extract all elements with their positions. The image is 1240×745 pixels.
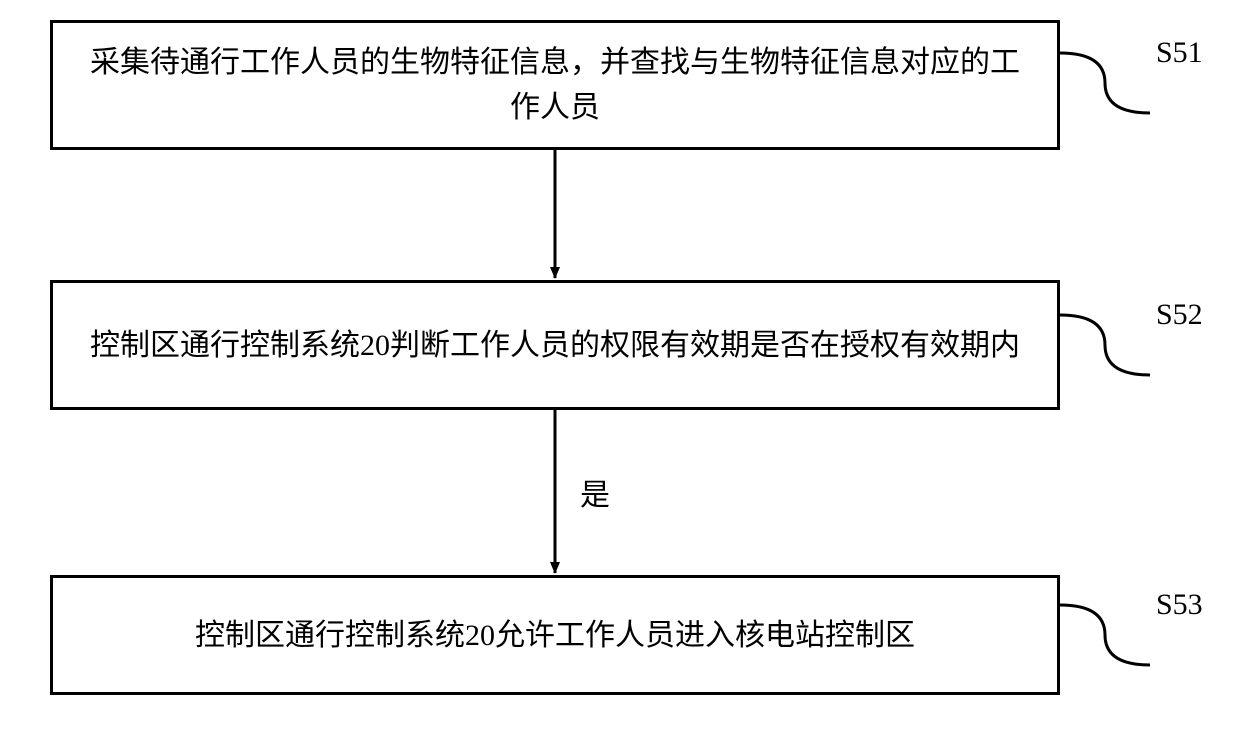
label-bracket-s51 [1060,53,1150,113]
flowchart-canvas: 采集待通行工作人员的生物特征信息，并查找与生物特征信息对应的工作人员 S51 控… [0,0,1240,745]
edge-n2-n3-label: 是 [580,470,610,514]
flow-step-3-text: 控制区通行控制系统20允许工作人员进入核电站控制区 [195,613,915,658]
flow-step-1-label: S51 [1156,36,1203,70]
flow-step-3-label: S53 [1156,588,1203,622]
label-bracket-s52 [1060,315,1150,375]
flow-step-1: 采集待通行工作人员的生物特征信息，并查找与生物特征信息对应的工作人员 [50,20,1060,150]
flow-step-3: 控制区通行控制系统20允许工作人员进入核电站控制区 [50,575,1060,695]
flow-step-2: 控制区通行控制系统20判断工作人员的权限有效期是否在授权有效期内 [50,280,1060,410]
label-bracket-s53 [1060,605,1150,665]
flow-step-1-text: 采集待通行工作人员的生物特征信息，并查找与生物特征信息对应的工作人员 [83,40,1027,130]
flow-step-2-label: S52 [1156,298,1203,332]
flow-step-2-text: 控制区通行控制系统20判断工作人员的权限有效期是否在授权有效期内 [90,323,1020,368]
